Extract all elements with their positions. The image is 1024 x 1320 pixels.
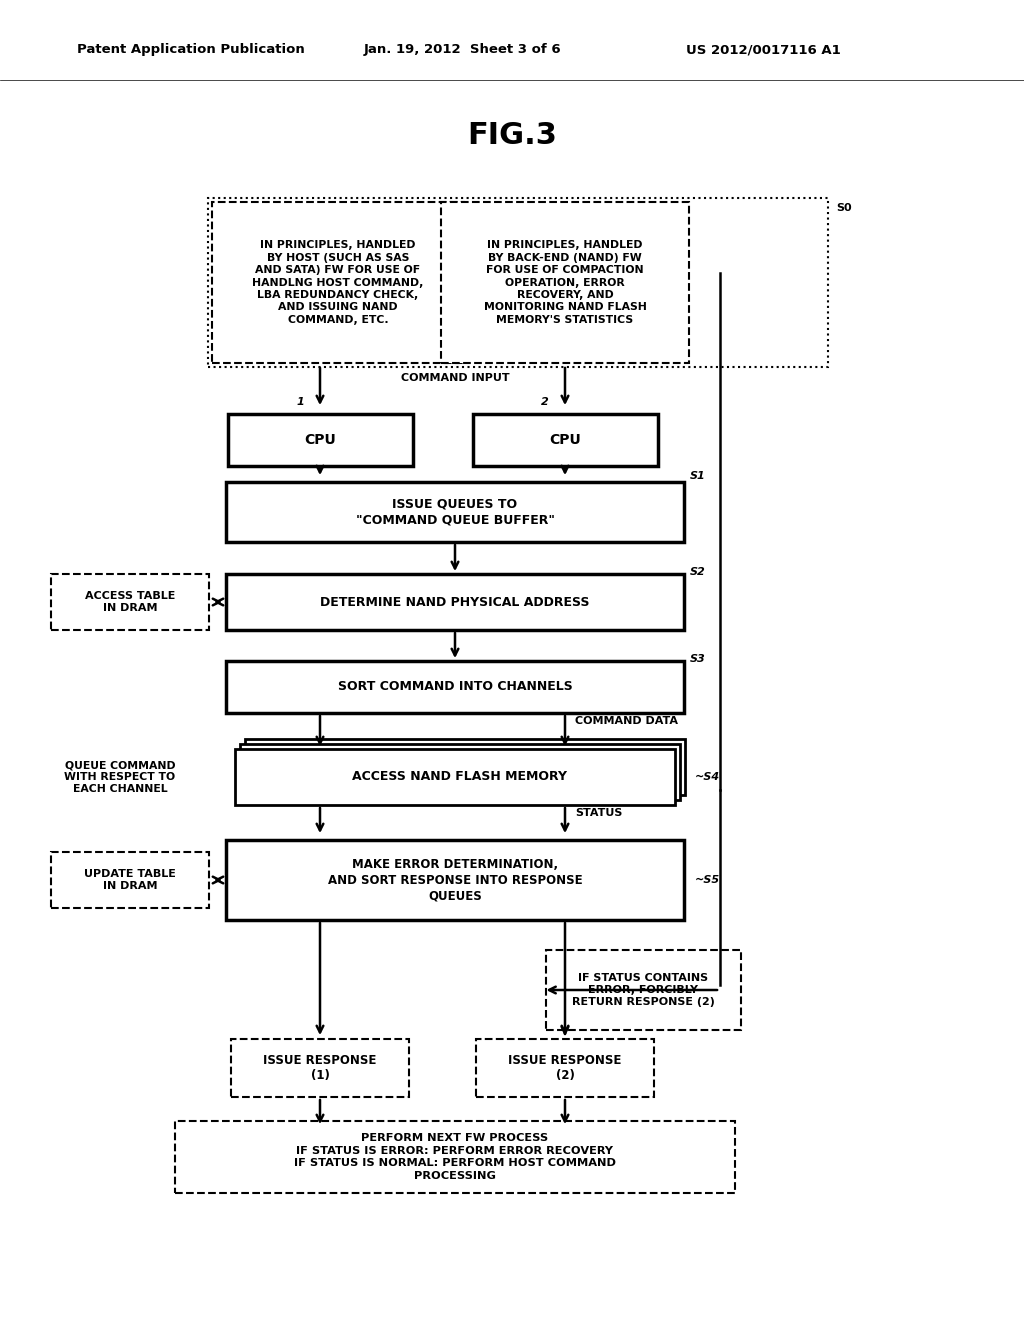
Text: COMMAND INPUT: COMMAND INPUT xyxy=(400,374,509,383)
Bar xyxy=(226,661,684,713)
Bar xyxy=(51,574,209,630)
Text: ~S5: ~S5 xyxy=(695,875,720,884)
Bar xyxy=(472,414,657,466)
Text: 2: 2 xyxy=(541,397,549,407)
Text: Jan. 19, 2012  Sheet 3 of 6: Jan. 19, 2012 Sheet 3 of 6 xyxy=(364,44,561,57)
Bar xyxy=(441,202,689,363)
Text: S2: S2 xyxy=(690,568,706,577)
Bar xyxy=(226,482,684,543)
Text: STATUS: STATUS xyxy=(575,808,623,818)
Text: IN PRINCIPLES, HANDLED
BY HOST (SUCH AS SAS
AND SATA) FW FOR USE OF
HANDLNG HOST: IN PRINCIPLES, HANDLED BY HOST (SUCH AS … xyxy=(252,240,424,325)
Bar xyxy=(245,739,685,795)
Bar xyxy=(51,851,209,908)
Text: MAKE ERROR DETERMINATION,
AND SORT RESPONSE INTO RESPONSE
QUEUES: MAKE ERROR DETERMINATION, AND SORT RESPO… xyxy=(328,858,583,903)
Text: ISSUE RESPONSE
(2): ISSUE RESPONSE (2) xyxy=(508,1053,622,1082)
Text: 1: 1 xyxy=(296,397,304,407)
Bar xyxy=(546,950,740,1030)
Text: IF STATUS CONTAINS
ERROR, FORCIBLY
RETURN RESPONSE (2): IF STATUS CONTAINS ERROR, FORCIBLY RETUR… xyxy=(571,973,715,1007)
Text: QUEUE COMMAND
WITH RESPECT TO
EACH CHANNEL: QUEUE COMMAND WITH RESPECT TO EACH CHANN… xyxy=(65,760,175,793)
Text: FIG.3: FIG.3 xyxy=(467,120,557,149)
Bar xyxy=(175,1121,735,1193)
Bar xyxy=(240,744,680,800)
Text: S0: S0 xyxy=(836,203,852,213)
Bar xyxy=(226,574,684,630)
Text: COMMAND DATA: COMMAND DATA xyxy=(575,715,678,726)
Text: S1: S1 xyxy=(690,471,706,480)
Bar xyxy=(212,202,464,363)
Text: PERFORM NEXT FW PROCESS
IF STATUS IS ERROR: PERFORM ERROR RECOVERY
IF STATUS IS : PERFORM NEXT FW PROCESS IF STATUS IS ERR… xyxy=(294,1134,616,1180)
Text: IN PRINCIPLES, HANDLED
BY BACK-END (NAND) FW
FOR USE OF COMPACTION
OPERATION, ER: IN PRINCIPLES, HANDLED BY BACK-END (NAND… xyxy=(483,240,646,325)
Bar xyxy=(234,748,675,805)
Bar xyxy=(231,1039,409,1097)
Text: ACCESS TABLE
IN DRAM: ACCESS TABLE IN DRAM xyxy=(85,591,175,614)
Bar xyxy=(208,198,828,367)
Text: ISSUE RESPONSE
(1): ISSUE RESPONSE (1) xyxy=(263,1053,377,1082)
Text: CPU: CPU xyxy=(549,433,581,447)
Bar xyxy=(226,840,684,920)
Text: DETERMINE NAND PHYSICAL ADDRESS: DETERMINE NAND PHYSICAL ADDRESS xyxy=(321,595,590,609)
Text: UPDATE TABLE
IN DRAM: UPDATE TABLE IN DRAM xyxy=(84,869,176,891)
Text: ~S4: ~S4 xyxy=(695,772,720,781)
Text: US 2012/0017116 A1: US 2012/0017116 A1 xyxy=(686,44,841,57)
Text: Patent Application Publication: Patent Application Publication xyxy=(77,44,304,57)
Bar xyxy=(476,1039,654,1097)
Text: S3: S3 xyxy=(690,653,706,664)
Bar xyxy=(227,414,413,466)
Text: CPU: CPU xyxy=(304,433,336,447)
Text: ISSUE QUEUES TO
"COMMAND QUEUE BUFFER": ISSUE QUEUES TO "COMMAND QUEUE BUFFER" xyxy=(355,498,555,527)
Text: SORT COMMAND INTO CHANNELS: SORT COMMAND INTO CHANNELS xyxy=(338,681,572,693)
Text: ACCESS NAND FLASH MEMORY: ACCESS NAND FLASH MEMORY xyxy=(352,771,567,784)
